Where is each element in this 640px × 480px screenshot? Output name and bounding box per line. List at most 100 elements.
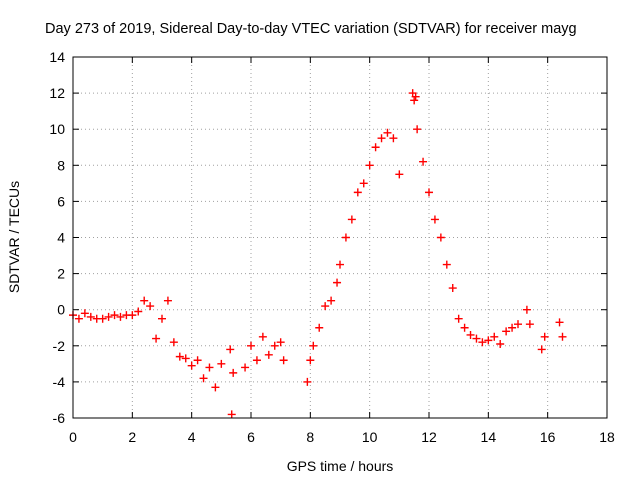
plot-frame [72,56,608,419]
data-point [303,377,312,386]
data-point [466,330,475,339]
data-point [229,368,238,377]
data-point [540,332,549,341]
data-point [315,323,324,332]
y-tick-label: 2 [57,266,65,282]
data-point [341,233,350,242]
y-tick-label: 6 [57,193,65,209]
data-point [478,338,487,347]
data-point [411,92,420,101]
data-point [514,320,522,329]
data-point [134,307,143,316]
data-point [436,233,445,242]
data-point [247,341,255,350]
data-point [258,332,267,341]
y-tick-label: 14 [49,49,65,65]
data-points [69,89,567,419]
y-tick-label: 4 [57,230,65,246]
data-point [371,143,380,152]
data-point [193,356,202,365]
data-point [140,296,149,305]
data-point [377,134,386,143]
data-point [525,320,534,329]
data-point [558,332,567,341]
data-point [309,341,318,350]
data-point [555,318,564,327]
x-tick-label: 8 [306,429,314,445]
data-point [241,363,250,372]
axis-ticks: 0 2 4 6 8 10 12 14 16 18 -6 -4 -2 0 2 4 6 8 10 12 14 [49,49,615,445]
data-point [187,361,196,370]
data-point [537,345,546,354]
data-point [496,339,505,348]
data-point [217,359,226,368]
x-tick-label: 6 [247,429,255,445]
data-point [128,311,137,320]
data-point [175,352,184,361]
data-point [152,334,161,343]
data-point [430,215,439,224]
data-point [163,296,172,305]
data-point [419,157,428,166]
data-point [522,305,531,314]
data-point [395,170,404,179]
data-point [389,134,398,143]
x-tick-label: 14 [481,429,497,445]
data-point [270,341,279,350]
data-point [336,260,344,269]
data-point [306,356,315,365]
data-point [321,302,330,311]
data-point [425,188,433,197]
data-point [454,314,463,323]
data-point [333,278,342,287]
data-point [264,350,273,359]
data-point [365,161,374,170]
data-point [205,363,214,372]
data-point [508,323,517,332]
data-point [116,312,125,321]
x-axis-label: GPS time / hours [287,458,394,474]
y-tick-label: 8 [57,157,65,173]
data-point [169,338,178,347]
data-point [413,125,422,134]
grid [73,57,607,418]
data-point [442,260,451,269]
data-point [211,383,220,392]
data-point [146,302,155,311]
y-axis-label: SDTVAR / TECUs [6,181,22,293]
x-tick-label: 16 [540,429,556,445]
data-point [276,338,285,347]
chart-title: Day 273 of 2019, Sidereal Day-to-day VTE… [45,21,577,37]
data-point [199,374,208,383]
data-point [502,327,511,336]
y-tick-label: 12 [49,85,65,101]
data-point [181,354,190,363]
data-point [74,314,83,323]
x-tick-label: 4 [188,429,196,445]
data-point [347,215,356,224]
data-point [227,410,236,419]
y-tick-label: 10 [49,121,65,137]
x-tick-label: 18 [599,429,615,445]
x-tick-label: 0 [69,429,77,445]
y-tick-label: -2 [53,338,66,354]
data-point [410,96,419,105]
data-point [104,312,113,321]
data-point [448,284,457,293]
data-point [226,345,235,354]
data-point [279,356,288,365]
data-point [98,314,107,323]
data-point [110,311,119,320]
data-point [80,309,89,318]
y-tick-label: -6 [53,410,66,426]
data-point [252,356,261,365]
x-tick-label: 10 [362,429,378,445]
x-tick-label: 2 [128,429,136,445]
data-point [359,179,368,188]
y-tick-label: 0 [57,302,65,318]
data-point [327,296,336,305]
data-point [158,314,166,323]
data-point [383,128,392,137]
data-point [86,312,95,321]
